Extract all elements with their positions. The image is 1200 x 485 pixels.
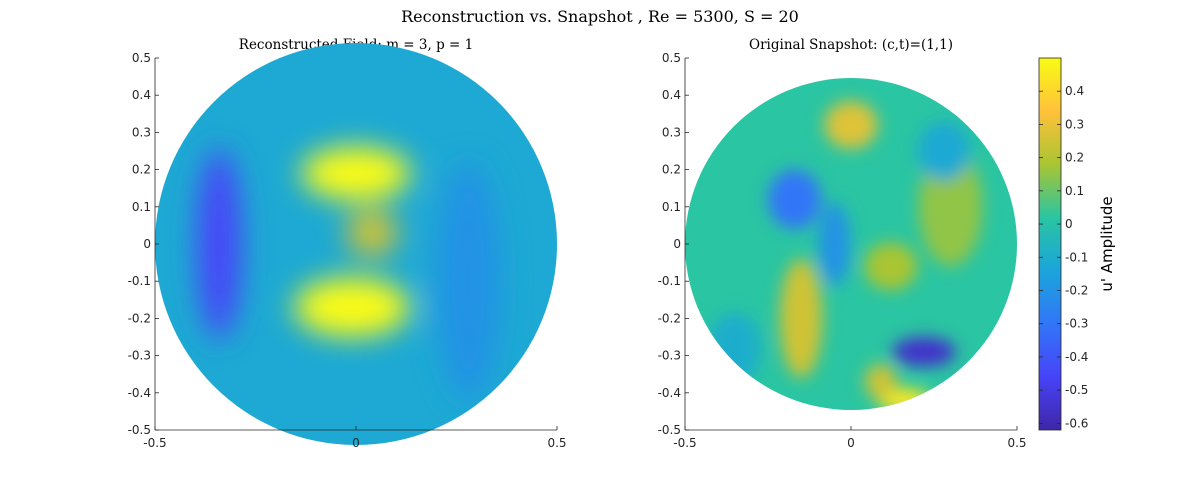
axes-reconstructed: 0.5 0.4 0.3 0.2 0.1 0 -0.1 -0.2 -0.3 -0.4 -0.5-0.5… xyxy=(128,51,567,450)
colorbar-tick-label: 0.3 xyxy=(1065,117,1084,131)
x-tick-label: 0.5 xyxy=(1007,436,1026,450)
colorbar-tick-label: 0 xyxy=(1065,217,1073,231)
y-tick-label: 0.2 xyxy=(662,163,681,177)
colorbar-tick-label: 0.4 xyxy=(1065,84,1084,98)
field-blob xyxy=(892,337,956,367)
y-tick-label: 0.5 xyxy=(662,51,681,65)
y-tick-label: 0.3 xyxy=(132,125,151,139)
field-blob xyxy=(864,363,897,400)
heatmap-reconstructed xyxy=(155,43,557,445)
y-tick-label: -0.2 xyxy=(658,311,681,325)
heatmap-original xyxy=(685,78,1017,410)
y-tick-label: 0.4 xyxy=(662,88,681,102)
y-tick-label: -0.3 xyxy=(128,349,151,363)
colorbar-tick-label: -0.3 xyxy=(1065,317,1088,331)
colorbar-tick-label: -0.4 xyxy=(1065,350,1088,364)
y-tick-label: -0.2 xyxy=(128,311,151,325)
y-tick-label: 0.2 xyxy=(132,163,151,177)
field-blob xyxy=(301,146,411,201)
y-tick-label: -0.4 xyxy=(658,386,681,400)
field-blob xyxy=(294,277,410,337)
field-blob xyxy=(346,209,398,257)
field-blob xyxy=(917,121,971,181)
x-tick-label: -0.5 xyxy=(143,436,166,450)
field-blob xyxy=(818,202,851,286)
x-tick-label: 0.5 xyxy=(547,436,566,450)
y-tick-label: 0 xyxy=(673,237,681,251)
y-tick-label: 0.1 xyxy=(132,200,151,214)
colorbar-tick-label: -0.1 xyxy=(1065,250,1088,264)
y-tick-label: 0.1 xyxy=(662,200,681,214)
colorbar-gradient xyxy=(1038,57,1062,431)
colorbar-label: u' Amplitude xyxy=(1098,196,1116,291)
y-tick-label: 0 xyxy=(143,237,151,251)
figure-title: Reconstruction vs. Snapshot , Re = 5300,… xyxy=(401,7,799,26)
subplot-original: Original Snapshot: (c,t)=(1,1) 0.5 0.4 0.3… xyxy=(658,37,1027,450)
colorbar-tick-label: 0.2 xyxy=(1065,151,1084,165)
axes-original: 0.5 0.4 0.3 0.2 0.1 0 -0.1 -0.2 -0.3 -0.4 -0.5-0.5… xyxy=(658,51,1027,450)
y-tick-label: 0.4 xyxy=(132,88,151,102)
y-tick-label: -0.3 xyxy=(658,349,681,363)
y-tick-label: -0.4 xyxy=(128,386,151,400)
field-blob xyxy=(768,169,822,230)
y-tick-label: 0.3 xyxy=(662,125,681,139)
y-tick-label: -0.5 xyxy=(128,423,151,437)
heatmap-features xyxy=(708,101,983,410)
colorbar-tick-label: 0.1 xyxy=(1065,184,1084,198)
x-tick-label: -0.5 xyxy=(673,436,696,450)
colorbar-tick-label: -0.5 xyxy=(1065,383,1088,397)
y-tick-label: -0.1 xyxy=(128,274,151,288)
x-tick-label: 0 xyxy=(847,436,855,450)
field-blob xyxy=(708,312,762,384)
heatmap-features xyxy=(196,146,501,401)
y-tick-label: 0.5 xyxy=(132,51,151,65)
subplot-title-original: Original Snapshot: (c,t)=(1,1) xyxy=(749,37,953,53)
field-blob xyxy=(436,162,501,401)
x-tick-label: 0 xyxy=(352,436,360,450)
field-blob xyxy=(824,101,878,149)
colorbar-tick-label: -0.2 xyxy=(1065,284,1088,298)
field-blob xyxy=(779,258,823,378)
subplot-reconstructed: Reconstructed Field: m = 3, p = 1 0.50.4… xyxy=(128,37,567,450)
colorbar: 0.4 0.3 0.2 0.1 0 -0.1 -0.2 -0.3 -0.4 -0.5 -0.6 u'… xyxy=(1038,57,1116,431)
field-blob xyxy=(196,148,242,340)
y-tick-label: -0.5 xyxy=(658,423,681,437)
colorbar-ticks: 0.4 0.3 0.2 0.1 0 -0.1 -0.2 -0.3 -0.4 -0.5 -0.6 xyxy=(1039,84,1088,430)
field-blob xyxy=(864,242,918,291)
y-tick-label: -0.1 xyxy=(658,274,681,288)
colorbar-tick-label: -0.6 xyxy=(1065,416,1088,430)
